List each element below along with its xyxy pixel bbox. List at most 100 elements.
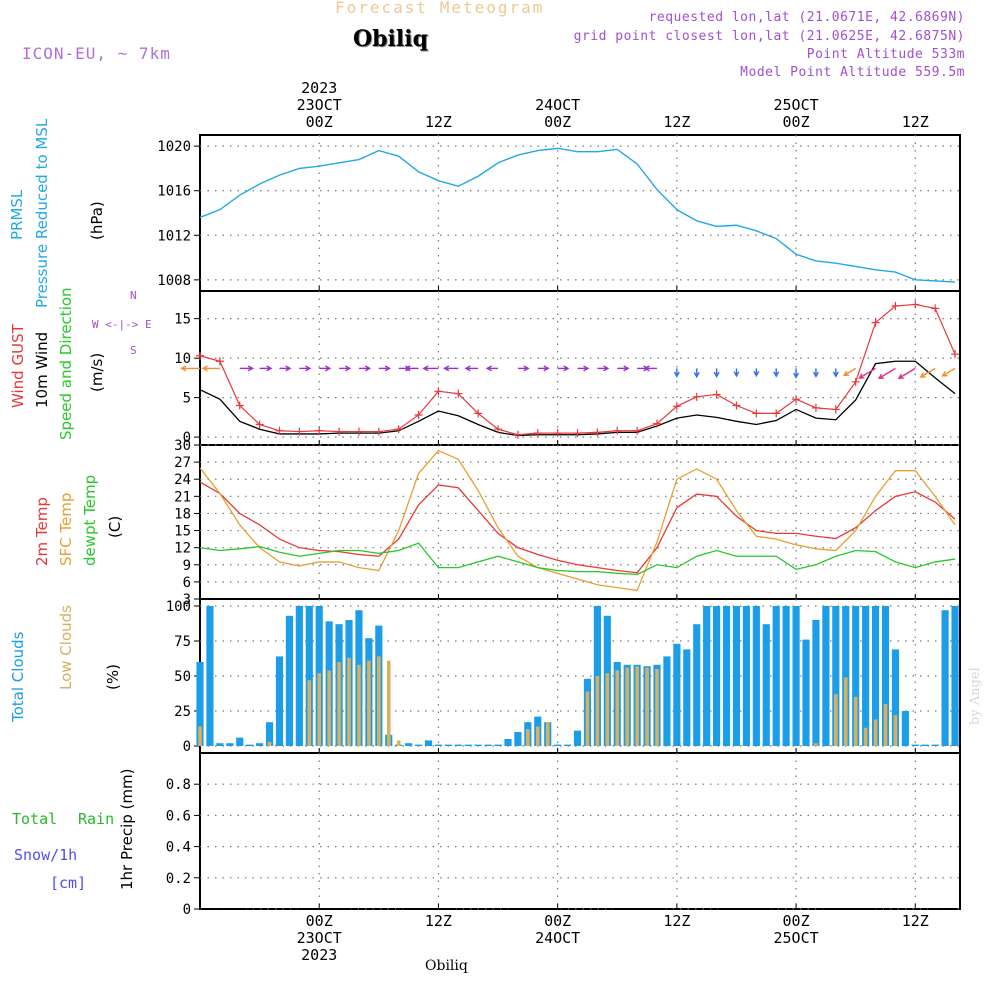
total-cloud-bar	[663, 656, 671, 746]
total-cloud-bar	[673, 643, 681, 746]
wind-arrow-head	[773, 371, 780, 378]
low-cloud-bar	[535, 726, 540, 746]
low-cloud-bar	[357, 664, 361, 746]
low-cloud-bar	[853, 697, 858, 746]
footer-location: Obiliq	[425, 958, 468, 974]
total-cloud-bar	[862, 606, 870, 746]
gust-marker	[672, 402, 681, 411]
wind-arrow-head	[266, 365, 273, 372]
wind-arrow-head	[345, 365, 352, 372]
time-tick-line: 00Z	[544, 912, 572, 930]
gust-marker	[215, 357, 224, 366]
time-tick-label: 00Z 25OCT	[751, 913, 841, 947]
compass-s: S	[130, 344, 137, 357]
time-tick-line: 00Z	[305, 113, 333, 131]
wind-arrow-head	[464, 365, 471, 372]
gust-marker	[196, 351, 204, 360]
total-cloud-bar	[216, 743, 224, 746]
low-cloud-bar	[526, 729, 530, 746]
wind-arrow-head	[643, 365, 650, 372]
total-cloud-bar	[246, 744, 254, 746]
time-tick-line: 24OCT	[535, 929, 581, 947]
panel-frame-5	[199, 752, 961, 910]
wind10-line	[199, 360, 956, 437]
total-cloud-bar	[236, 737, 244, 746]
total-cloud-bar	[573, 730, 582, 746]
total-cloud-bar	[703, 606, 711, 746]
total-cloud-bar	[405, 743, 413, 746]
gust-marker	[573, 429, 582, 438]
total-cloud-bar	[295, 606, 303, 746]
y-tick-label: 1012	[157, 228, 191, 244]
time-tick-line: 12Z	[424, 113, 452, 131]
wind-arrow-head	[603, 365, 610, 372]
total-cloud-bar	[792, 606, 800, 746]
compass-n: N	[130, 289, 137, 302]
point-altitude: Point Altitude 533m	[806, 47, 965, 62]
gust-marker	[831, 405, 840, 414]
gust-marker	[951, 350, 960, 359]
low-cloud-bar	[337, 662, 341, 746]
gust-marker	[553, 429, 562, 438]
gust-marker	[712, 390, 721, 399]
total-cloud-bar	[752, 606, 760, 746]
time-tick-line: 00Z	[782, 912, 810, 930]
wind-arrow-head	[364, 365, 372, 372]
y-tick-label: 3	[183, 592, 191, 608]
low-cloud-bar	[396, 740, 401, 746]
wind-arrow-head	[180, 365, 187, 372]
total-cloud-bar	[504, 739, 512, 746]
total-cloud-bar	[911, 744, 919, 746]
gust-marker	[295, 427, 304, 436]
total-cloud-bar	[713, 606, 721, 746]
total-cloud-bar	[732, 606, 741, 746]
wind-arrow-head	[832, 371, 839, 378]
time-tick-line: 2023	[301, 946, 338, 964]
wind-arrow-head	[753, 371, 760, 378]
total-cloud-bar	[842, 606, 850, 746]
time-tick-line: 12Z	[901, 113, 929, 131]
rain-label-1: Total	[12, 810, 58, 828]
low-cloud-bar	[843, 677, 848, 746]
low-cloud-bar	[386, 660, 391, 746]
total-cloud-bar	[742, 606, 750, 746]
total-cloud-bar	[275, 656, 284, 746]
gust-marker	[394, 425, 403, 434]
low-cloud-bar	[863, 727, 868, 746]
total-cloud-bar	[772, 606, 780, 746]
gust-marker	[533, 429, 542, 438]
wind-arrow-head	[897, 373, 904, 379]
time-tick-line: 12Z	[663, 113, 691, 131]
total-cloud-bar	[494, 744, 502, 746]
gridpoint-coords: grid point closest lon,lat (21.0625E, 42…	[573, 29, 965, 44]
total-cloud-bar	[951, 606, 959, 746]
gust-marker	[811, 403, 820, 412]
total-cloud-bar	[782, 606, 790, 746]
panel-frame-1	[199, 134, 961, 292]
wind-arrow-head	[201, 365, 208, 372]
y-tick-label: 27	[174, 455, 191, 471]
gust-marker	[792, 395, 801, 404]
total-cloud-bar	[265, 722, 274, 746]
time-tick-label: 12Z	[393, 114, 483, 131]
low-cloud-bar	[655, 669, 659, 746]
pressure-line	[199, 147, 956, 283]
wind-arrow	[942, 367, 956, 377]
total-cloud-bar	[832, 606, 840, 746]
snow-label: Snow/1h	[14, 846, 78, 864]
panel-frame-3	[199, 444, 961, 600]
gust-marker	[633, 426, 642, 435]
y-tick-label: 15	[174, 312, 191, 328]
total-cloud-bar	[822, 606, 830, 746]
wind-arrow-head	[919, 372, 926, 378]
wind-arrow-head	[623, 365, 630, 372]
gust-marker	[911, 300, 920, 309]
wind-arrow-head	[858, 373, 865, 379]
model-altitude: Model Point Altitude 559.5m	[740, 65, 965, 80]
wind-arrow	[920, 367, 936, 378]
meteogram-title: Forecast Meteogram	[335, 0, 545, 17]
snow-unit: [cm]	[50, 874, 87, 892]
total-cloud-bar	[256, 743, 264, 746]
wind-arrow	[878, 367, 896, 379]
